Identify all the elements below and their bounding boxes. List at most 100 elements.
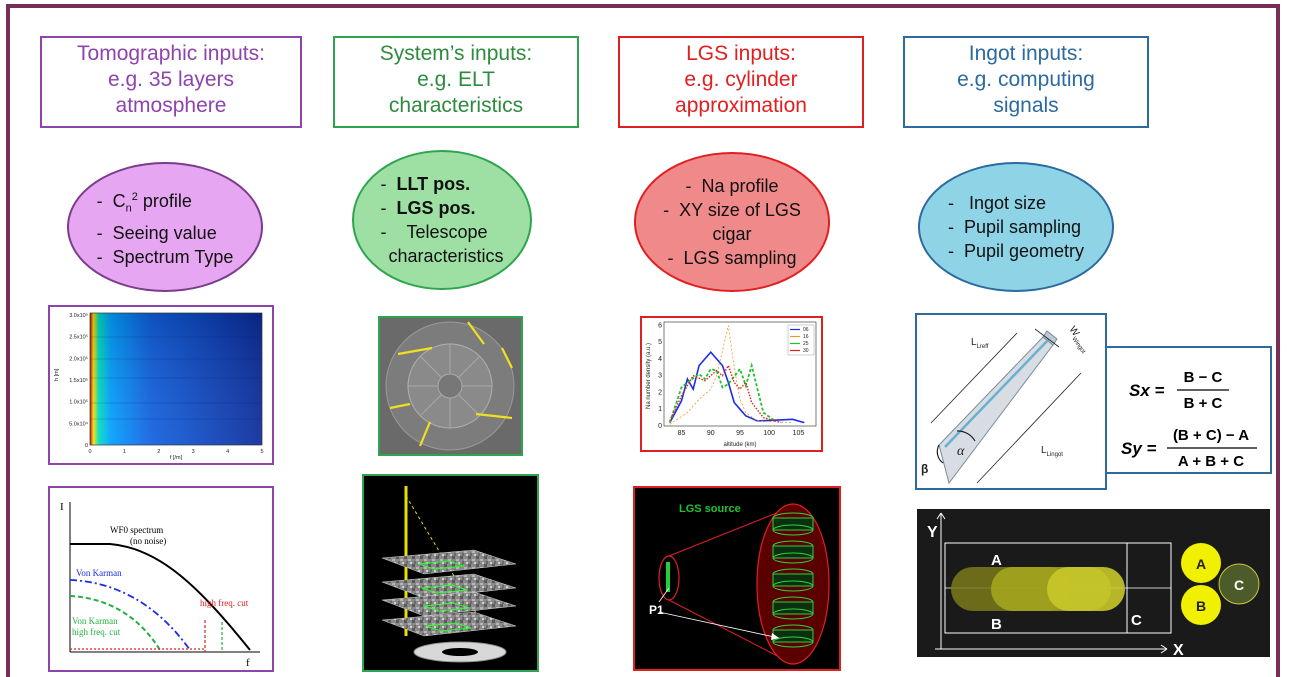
na-ylabel: Na number density (a.u.) (646, 343, 652, 409)
elt-topview-panel (378, 316, 523, 456)
ingot-panel: LLreff WWingot LLingot α β (915, 313, 1107, 490)
na-ytick: 3 (658, 373, 662, 380)
bullet-text: Telescope (406, 222, 488, 242)
wf0-sub-label: (no noise) (130, 536, 166, 546)
vk-label: Von Karman (76, 568, 122, 578)
layers-3d-panel (362, 474, 539, 672)
bullet: characteristics (380, 244, 503, 268)
x-label: X (1173, 642, 1184, 657)
na-ytick: 1 (658, 406, 662, 413)
wingot-arrow (1034, 328, 1060, 348)
bullet-text: LLT pos. (396, 174, 471, 194)
sy-denominator: A + B + C (1178, 453, 1244, 470)
formulas: Sx = B − C B + C Sy = (B + C) − A A + B … (1121, 369, 1257, 470)
na-xtick: 90 (707, 430, 715, 437)
circle-label-c: C (1234, 577, 1244, 593)
circle-label-a: A (1196, 556, 1206, 572)
na-ytick: 2 (658, 389, 662, 396)
spectrum-plot: I f WF0 spectrum (no noise) Von Karman h… (60, 501, 260, 669)
na-profile-panel: 0 1 2 3 4 5 6 85 90 95 100 105 06 16 25 30 Na number … (640, 316, 823, 452)
vk-cut-label-2: high freq. cut (72, 627, 121, 637)
von-karman-curve (69, 579, 191, 651)
ingot-body (938, 336, 1054, 485)
pupil-panel: Y X A B C A B C (917, 509, 1270, 657)
lingot-arrow (976, 372, 1082, 484)
lingot-label: LLingot (1041, 445, 1063, 458)
na-series-line (668, 362, 776, 423)
lreff-label: LLreff (971, 337, 989, 350)
cn2-ytick: 3.0x10⁵ (69, 312, 88, 319)
bullet: - Telescope (380, 222, 488, 242)
pupil-c (1047, 567, 1125, 611)
na-series-line (669, 363, 782, 424)
bullet-text: Na profile (701, 176, 779, 196)
vk-cut-label-1: Von Karman (72, 616, 118, 626)
header-line: Ingot inputs: (968, 42, 1084, 65)
formula-panel: Sx = B − C B + C Sy = (B + C) − A A + B … (1105, 346, 1272, 474)
cn2-ytick: 2.5x10⁵ (69, 334, 88, 341)
cn2-ytick: 0 (85, 443, 88, 449)
cn2-xtick: 0 (88, 449, 91, 455)
oval-ingot: - Ingot size - Pupil sampling - Pupil ge… (918, 162, 1114, 292)
cn2-xtick: 2 (157, 449, 160, 455)
cn2-ytick: 1.5x10⁵ (69, 377, 88, 384)
p1-arrow (658, 611, 780, 639)
bullet: - Na profile (685, 176, 779, 196)
na-xtick: 95 (736, 430, 744, 437)
na-xtick: 105 (793, 430, 805, 437)
circle-label-b: B (1196, 598, 1206, 614)
outer-frame (6, 4, 1280, 677)
bullet: - LGS sampling (667, 248, 797, 268)
cn2-xtick: 3 (192, 449, 195, 455)
alpha-label: α (957, 444, 965, 459)
na-ytick: 4 (658, 356, 662, 363)
cylinder-slices (772, 512, 814, 648)
y-label: Y (927, 524, 938, 541)
sx-denominator: B + C (1184, 395, 1223, 412)
bullet-text: Ingot size (968, 193, 1047, 213)
na-xlabel: altitude (km) (723, 442, 756, 448)
header-line: Tomographic inputs: (77, 42, 265, 65)
layer-stack (381, 549, 517, 637)
bullet-text: Pupil geometry (963, 241, 1085, 261)
label-c: C (1131, 612, 1142, 629)
wf0-label: WF0 spectrum (110, 525, 163, 535)
header-lgs: LGS inputs: e.g. cylinder approximation (618, 36, 864, 128)
circle-c (1218, 563, 1260, 605)
bullet: cigar (663, 222, 801, 246)
header-line: characteristics (388, 94, 524, 117)
header-line: System’s inputs: (379, 42, 533, 65)
pupil-diagram: Y X A B C A B C (927, 512, 1260, 657)
na-legend-entry: 06 (803, 327, 809, 333)
elt-topview (380, 318, 521, 454)
bullet: - Cn2 profile (96, 191, 192, 215)
wf0-curve (70, 543, 251, 651)
von-karman-cut-curve (69, 595, 161, 651)
bullet: - XY size of LGS (663, 200, 801, 220)
beta-label: β (921, 462, 928, 476)
bullet-text: characteristics (388, 246, 504, 266)
na-series-line (669, 350, 805, 424)
cn2-ytick: 1.0x10⁵ (69, 399, 88, 406)
bullet: - Ingot size (947, 193, 1047, 213)
label-b: B (991, 616, 1002, 633)
ingot-diagram: LLreff WWingot LLingot α β (921, 324, 1092, 485)
bullet: - Pupil sampling (947, 217, 1082, 237)
na-legend-entry: 16 (803, 334, 809, 340)
circle-b (1181, 585, 1221, 625)
layers-3d (381, 486, 517, 663)
bullet-text: cigar (712, 224, 752, 244)
lgs-source-diagram: LGS source P1 (649, 503, 830, 665)
cn2-ytick: 2.0x10⁵ (69, 355, 88, 362)
y-axis-label: I (60, 501, 64, 513)
lgs-spot (666, 562, 670, 592)
wingot-label: WWingot (1065, 324, 1092, 355)
bullet-text: LGS sampling (683, 248, 797, 268)
header-line: approximation (675, 94, 807, 117)
llt-beams (389, 321, 513, 447)
na-ytick: 6 (658, 322, 662, 329)
bullet: - LLT pos. (380, 174, 471, 194)
bullet: - Seeing value (96, 222, 217, 243)
cn2-xtick: 1 (123, 449, 126, 455)
